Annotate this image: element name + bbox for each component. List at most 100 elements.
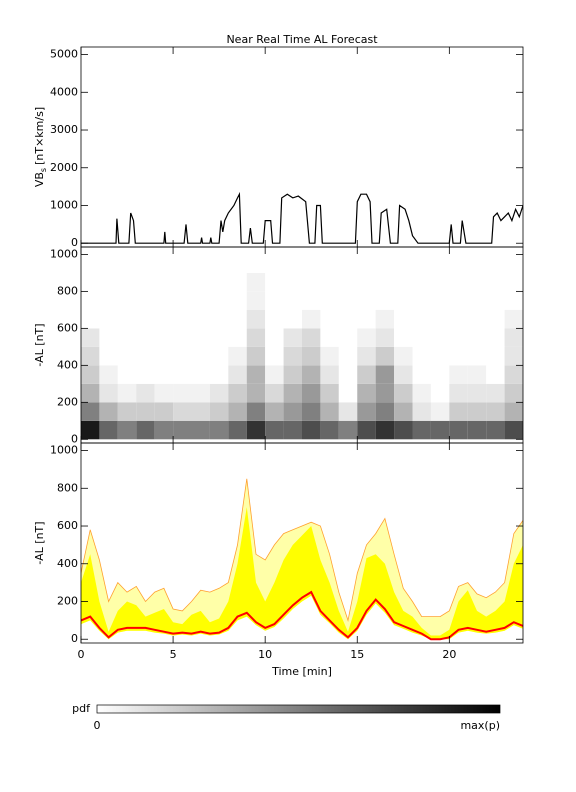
heat-cell — [136, 272, 155, 292]
plot-area — [81, 191, 523, 244]
heat-cell — [154, 291, 174, 310]
heat-cell — [302, 328, 321, 347]
heat-cell — [136, 420, 155, 440]
heat-cell — [99, 365, 118, 384]
heat-cell — [81, 346, 100, 366]
heat-cell — [191, 254, 210, 273]
heat-cell — [467, 402, 487, 421]
heat-cell — [154, 383, 174, 403]
heat-cell — [209, 383, 229, 403]
heat-cell — [338, 383, 358, 403]
heat-cell — [302, 346, 321, 366]
heat-cell — [265, 291, 284, 310]
heat-cell — [228, 402, 247, 421]
heat-cell — [173, 402, 192, 421]
heat-cell — [283, 420, 302, 440]
heat-cell — [136, 309, 155, 329]
heat-cell — [173, 309, 192, 329]
heat-cell — [430, 420, 450, 440]
heat-cell — [154, 365, 174, 384]
heat-cell — [430, 402, 450, 421]
heat-cell — [320, 402, 339, 421]
heat-cell — [246, 254, 266, 273]
heat-cell — [394, 420, 413, 440]
heat-cell — [283, 365, 302, 384]
heat-cell — [265, 402, 284, 421]
heat-cell — [265, 309, 284, 329]
heat-cell — [375, 272, 395, 292]
heat-cell — [228, 254, 247, 273]
y-tick-label: 5000 — [50, 48, 78, 61]
heat-cell — [486, 383, 505, 403]
heat-cell — [117, 272, 137, 292]
heat-cell — [486, 402, 505, 421]
heat-cell — [357, 346, 376, 366]
heat-cell — [394, 272, 413, 292]
colorbar-max: max(p) — [460, 719, 500, 732]
heat-cell — [265, 383, 284, 403]
heat-cell — [173, 254, 192, 273]
heat-cell — [412, 272, 431, 292]
heat-cell — [320, 420, 339, 440]
heat-cell — [99, 254, 118, 273]
heat-cell — [117, 420, 137, 440]
heat-cell — [338, 420, 358, 440]
heat-cell — [283, 402, 302, 421]
heat-cell — [173, 272, 192, 292]
y-tick-label: 2000 — [50, 161, 78, 174]
heat-cell — [412, 346, 431, 366]
y-tick-label: 3000 — [50, 123, 78, 136]
heat-cell — [99, 309, 118, 329]
colorbar-label: pdf — [72, 702, 91, 715]
y-tick-label: 1000 — [50, 444, 78, 457]
heat-cell — [357, 365, 376, 384]
heat-cell — [394, 291, 413, 310]
heat-cell — [302, 365, 321, 384]
heat-cell — [81, 365, 100, 384]
y-axis-label: -AL [nT] — [33, 323, 46, 366]
heat-cell — [209, 402, 229, 421]
heat-cell — [375, 365, 395, 384]
heat-cell — [320, 309, 339, 329]
heat-cell — [191, 272, 210, 292]
heat-cell — [154, 402, 174, 421]
heat-cell — [504, 346, 523, 366]
heat-cell — [246, 309, 266, 329]
heat-cell — [154, 420, 174, 440]
heat-cell — [320, 365, 339, 384]
heat-cell — [246, 365, 266, 384]
heat-cell — [449, 346, 468, 366]
plot-area — [81, 254, 523, 440]
y-tick-label: 1000 — [50, 247, 78, 260]
heat-cell — [449, 420, 468, 440]
y-axis-label: -AL [nT] — [33, 521, 46, 564]
heat-cell — [154, 272, 174, 292]
heat-cell — [283, 291, 302, 310]
heat-cell — [209, 346, 229, 366]
heat-cell — [412, 365, 431, 384]
heat-cell — [173, 365, 192, 384]
heat-cell — [228, 365, 247, 384]
heat-cell — [209, 328, 229, 347]
heat-cell — [320, 328, 339, 347]
heat-cell — [375, 291, 395, 310]
y-tick-label: 800 — [57, 284, 78, 297]
y-tick-label: 0 — [71, 236, 78, 249]
y-label-unit: [nT×km/s] — [33, 107, 46, 165]
heat-cell — [357, 309, 376, 329]
heat-cell — [302, 272, 321, 292]
heat-cell — [283, 328, 302, 347]
heat-cell — [136, 402, 155, 421]
heat-cell — [412, 383, 431, 403]
heat-cell — [283, 272, 302, 292]
heat-cell — [117, 328, 137, 347]
heat-cell — [467, 328, 487, 347]
heat-cell — [209, 309, 229, 329]
heat-cell — [467, 346, 487, 366]
heat-cell — [136, 346, 155, 366]
heat-cell — [375, 420, 395, 440]
heat-cell — [302, 309, 321, 329]
heat-cell — [375, 254, 395, 273]
heat-cell — [99, 383, 118, 403]
